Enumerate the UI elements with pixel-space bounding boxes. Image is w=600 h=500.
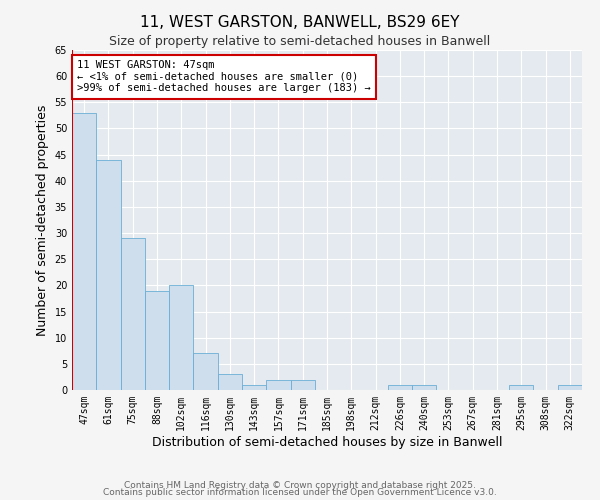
Text: Contains HM Land Registry data © Crown copyright and database right 2025.: Contains HM Land Registry data © Crown c… bbox=[124, 480, 476, 490]
Bar bbox=[388, 385, 412, 390]
Bar bbox=[72, 113, 96, 390]
Text: Size of property relative to semi-detached houses in Banwell: Size of property relative to semi-detach… bbox=[109, 35, 491, 48]
Bar bbox=[121, 238, 145, 390]
Bar bbox=[412, 385, 436, 390]
Bar bbox=[145, 290, 169, 390]
Y-axis label: Number of semi-detached properties: Number of semi-detached properties bbox=[36, 104, 49, 336]
Bar bbox=[558, 385, 582, 390]
Bar bbox=[218, 374, 242, 390]
X-axis label: Distribution of semi-detached houses by size in Banwell: Distribution of semi-detached houses by … bbox=[152, 436, 502, 448]
Text: 11, WEST GARSTON, BANWELL, BS29 6EY: 11, WEST GARSTON, BANWELL, BS29 6EY bbox=[140, 15, 460, 30]
Bar bbox=[96, 160, 121, 390]
Text: 11 WEST GARSTON: 47sqm
← <1% of semi-detached houses are smaller (0)
>99% of sem: 11 WEST GARSTON: 47sqm ← <1% of semi-det… bbox=[77, 60, 371, 94]
Bar bbox=[266, 380, 290, 390]
Bar bbox=[242, 385, 266, 390]
Bar bbox=[169, 286, 193, 390]
Bar bbox=[290, 380, 315, 390]
Bar bbox=[509, 385, 533, 390]
Bar bbox=[193, 354, 218, 390]
Text: Contains public sector information licensed under the Open Government Licence v3: Contains public sector information licen… bbox=[103, 488, 497, 497]
